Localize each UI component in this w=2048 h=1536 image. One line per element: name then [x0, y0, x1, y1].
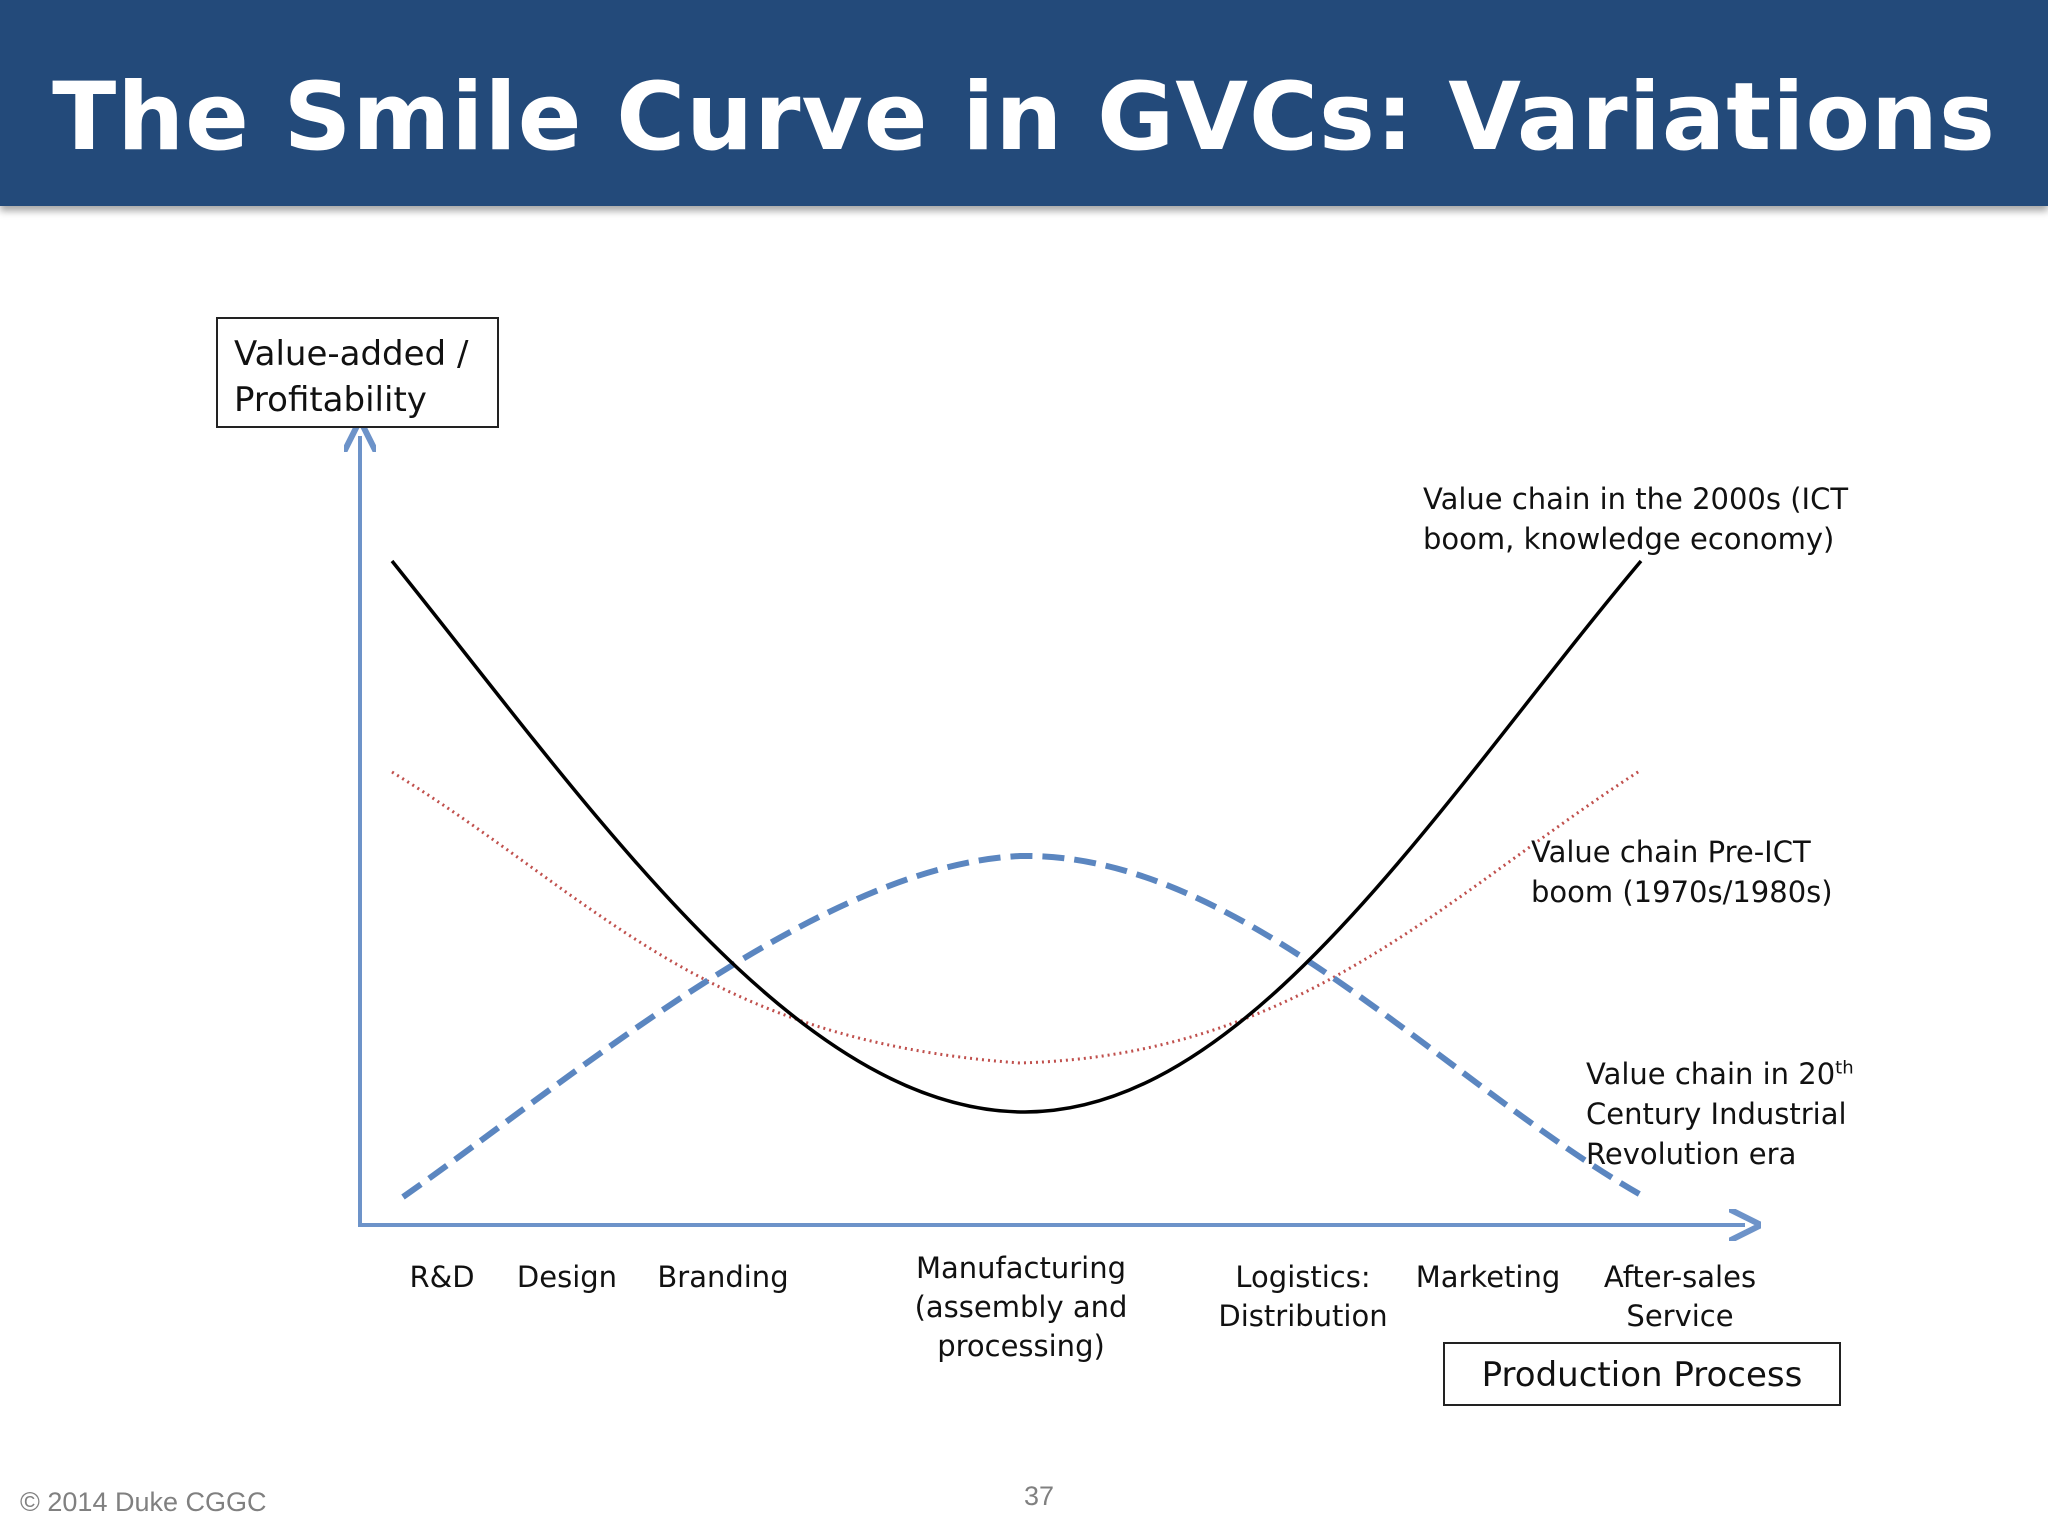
stage-rnd: R&D	[409, 1260, 475, 1294]
y-axis-label-line2: Profitability	[234, 380, 427, 420]
title-bar: The Smile Curve in GVCs: Variations	[0, 0, 2048, 206]
label-2000s-line1: Value chain in the 2000s (ICT	[1423, 482, 1849, 516]
stage-design: Design	[516, 1260, 618, 1294]
label-20th-century: Value chain in 20th Century Industrial R…	[1586, 1054, 1854, 1174]
label-pre-ict: Value chain Pre-ICT boom (1970s/1980s)	[1531, 832, 1833, 912]
page-number: 37	[1024, 1481, 1055, 1511]
label-2000s: Value chain in the 2000s (ICT boom, know…	[1423, 479, 1848, 559]
label-pre-ict-line1: Value chain Pre-ICT	[1531, 835, 1811, 869]
label-20th-century-line1: Value chain in 20th	[1586, 1057, 1854, 1091]
label-20th-century-line3: Revolution era	[1586, 1137, 1797, 1171]
stage-manufacturing: Manufacturing (assembly and processing)	[914, 1251, 1128, 1363]
x-axis-label: Production Process	[1481, 1355, 1803, 1395]
stage-branding: Branding	[657, 1260, 789, 1294]
y-axis-label-box: Value-added / Profitability	[216, 317, 499, 428]
y-axis-label-line1: Value-added /	[234, 334, 469, 374]
curve-pre-ict	[391, 768, 1642, 1065]
label-pre-ict-line2: boom (1970s/1980s)	[1531, 875, 1833, 909]
label-2000s-line2: boom, knowledge economy)	[1423, 522, 1835, 556]
slide-title: The Smile Curve in GVCs: Variations	[52, 63, 1996, 172]
label-20th-century-line2: Century Industrial	[1586, 1097, 1847, 1131]
stage-after-sales: After-sales Service	[1603, 1260, 1757, 1333]
stage-marketing: Marketing	[1415, 1260, 1561, 1294]
copyright: © 2014 Duke CGGC	[20, 1487, 267, 1517]
curve-2000s	[390, 559, 1643, 1114]
stage-logistics: Logistics: Distribution	[1218, 1260, 1388, 1333]
curve-20th-century	[401, 852, 1643, 1200]
x-axis-label-box: Production Process	[1443, 1342, 1841, 1406]
